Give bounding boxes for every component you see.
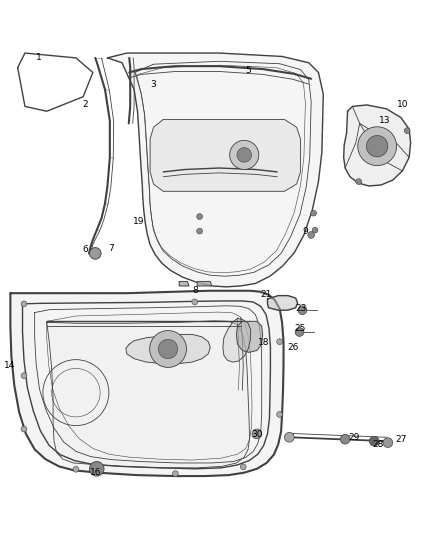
Circle shape	[192, 299, 198, 305]
Text: 21: 21	[261, 289, 272, 298]
Text: 16: 16	[89, 468, 101, 477]
Circle shape	[21, 373, 27, 378]
Circle shape	[173, 471, 178, 477]
Polygon shape	[150, 119, 300, 191]
Text: 19: 19	[133, 217, 145, 226]
Polygon shape	[237, 321, 263, 352]
Circle shape	[295, 328, 304, 336]
Text: 6: 6	[83, 245, 88, 254]
Polygon shape	[223, 318, 251, 362]
Circle shape	[277, 411, 283, 417]
Circle shape	[358, 127, 396, 166]
Text: 27: 27	[395, 435, 406, 444]
Circle shape	[277, 339, 283, 345]
Circle shape	[89, 462, 104, 476]
Polygon shape	[47, 321, 250, 468]
Text: 8: 8	[193, 286, 198, 295]
Circle shape	[298, 306, 307, 314]
Circle shape	[21, 426, 27, 432]
Text: 9: 9	[303, 227, 308, 236]
Circle shape	[197, 214, 202, 220]
Circle shape	[159, 340, 178, 359]
Circle shape	[150, 330, 187, 367]
Text: 2: 2	[83, 100, 88, 109]
Text: 3: 3	[151, 80, 156, 89]
Polygon shape	[11, 291, 283, 476]
Circle shape	[367, 135, 388, 157]
Circle shape	[369, 437, 379, 446]
Polygon shape	[107, 53, 323, 287]
Circle shape	[21, 301, 27, 307]
Text: 10: 10	[397, 100, 408, 109]
Text: 5: 5	[245, 67, 251, 76]
Circle shape	[311, 210, 317, 216]
Polygon shape	[126, 334, 210, 364]
Circle shape	[89, 248, 101, 259]
Text: 25: 25	[295, 324, 306, 333]
Circle shape	[197, 228, 202, 234]
Circle shape	[73, 466, 79, 472]
Circle shape	[237, 148, 251, 162]
Text: 13: 13	[379, 117, 391, 125]
Circle shape	[340, 434, 350, 444]
Text: 29: 29	[348, 433, 360, 442]
Circle shape	[230, 140, 259, 169]
Circle shape	[404, 128, 410, 134]
Text: 14: 14	[4, 361, 15, 370]
Polygon shape	[344, 105, 410, 186]
Text: 18: 18	[258, 338, 269, 347]
Text: 23: 23	[296, 304, 307, 313]
Circle shape	[252, 429, 261, 439]
Text: 7: 7	[109, 244, 114, 253]
Circle shape	[285, 432, 294, 442]
Circle shape	[312, 227, 318, 233]
Circle shape	[383, 438, 393, 447]
Text: 30: 30	[251, 430, 263, 439]
Circle shape	[240, 464, 246, 470]
Polygon shape	[179, 281, 189, 286]
Text: 26: 26	[287, 343, 298, 352]
Polygon shape	[268, 296, 297, 310]
Text: 1: 1	[35, 53, 42, 62]
Circle shape	[356, 179, 362, 184]
Text: 28: 28	[372, 440, 384, 449]
Polygon shape	[197, 281, 212, 286]
Circle shape	[308, 231, 314, 238]
